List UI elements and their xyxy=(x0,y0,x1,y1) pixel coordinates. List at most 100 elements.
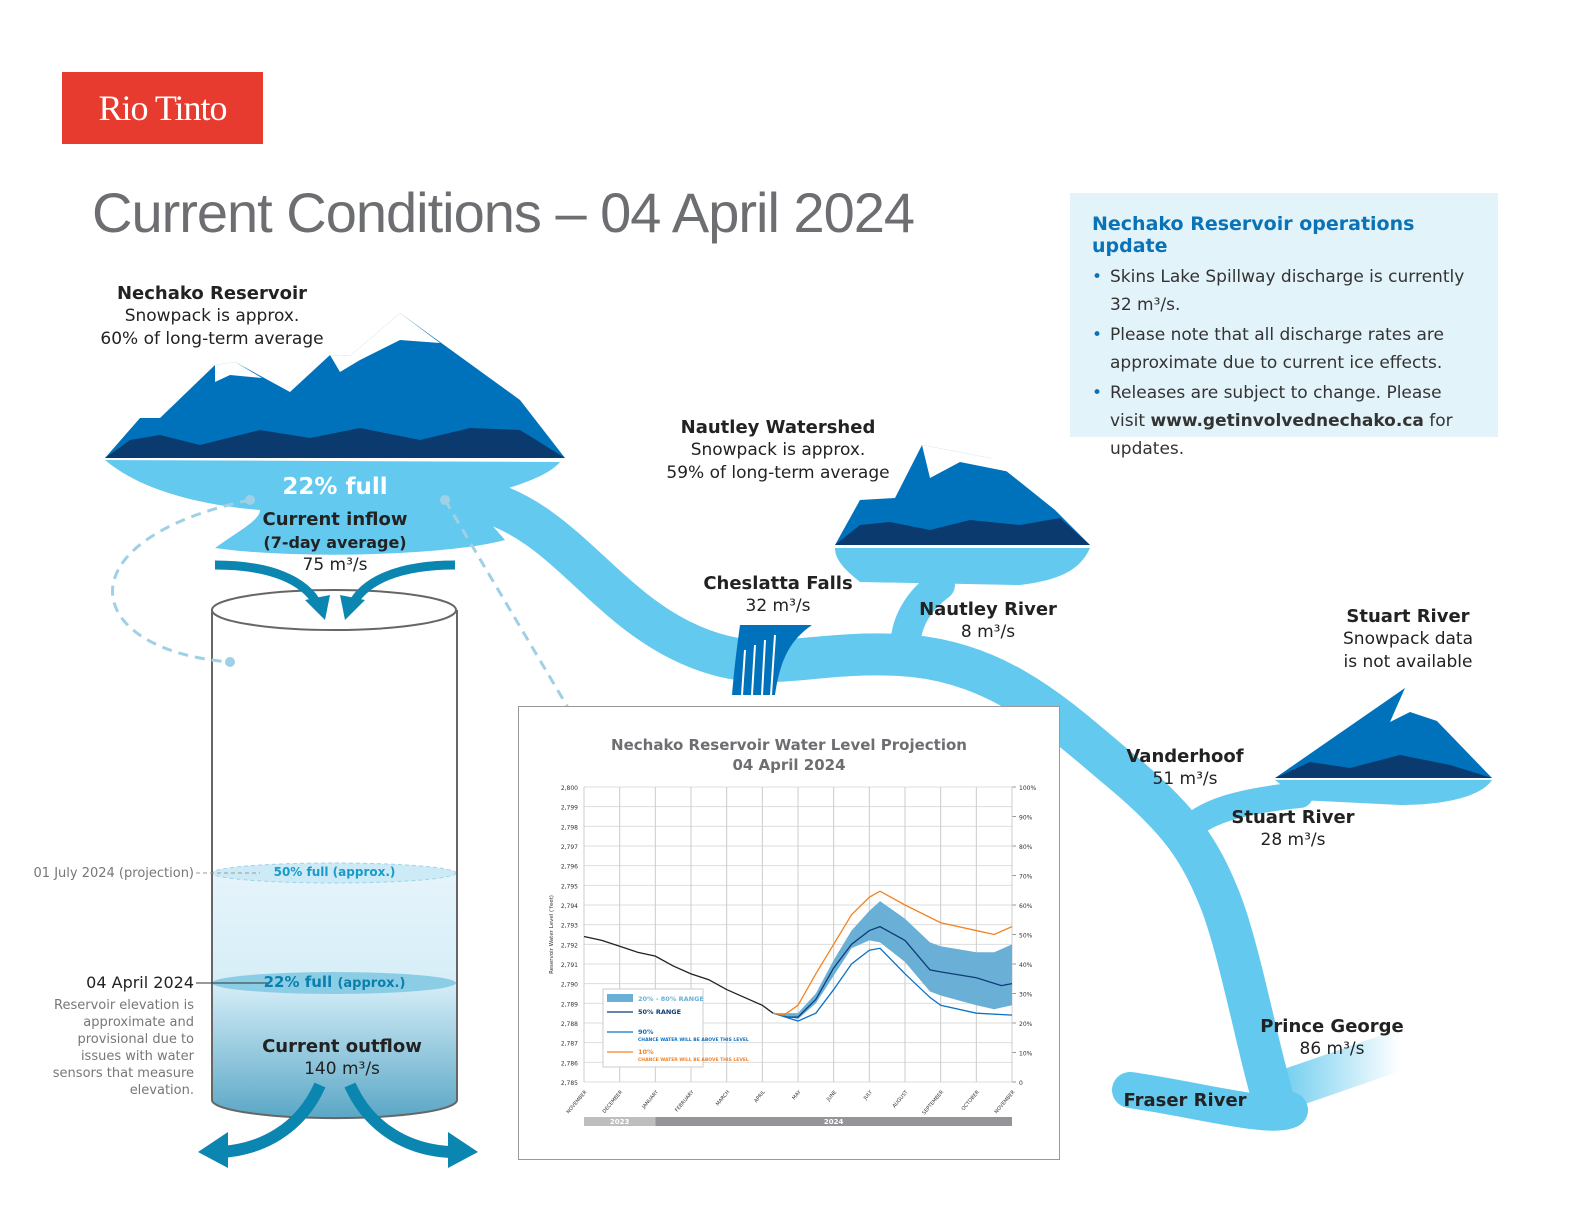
x-tick-label: OCTOBER xyxy=(961,1089,982,1112)
inflow-subtitle: (7-day average) xyxy=(263,533,407,552)
outflow-arrows-icon xyxy=(219,1082,451,1158)
location-name: Nautley River xyxy=(919,599,1057,620)
website-link[interactable]: www.getinvolvednechako.ca xyxy=(1150,411,1424,431)
update-item: Please note that all discharge rates are… xyxy=(1092,321,1476,377)
snowpack-line: Snowpack data xyxy=(1343,629,1473,649)
y-tick-label: 2,798 xyxy=(561,824,578,831)
projection-date-label: 01 July 2024 (projection) xyxy=(33,866,194,881)
legend-label: 10% xyxy=(638,1048,654,1056)
location-name: Vanderhoof xyxy=(1126,746,1244,767)
current-level-label: 22% full (approx.) xyxy=(212,973,457,991)
legend-desc: CHANCE WATER WILL BE ABOVE THIS LEVEL xyxy=(638,1037,749,1043)
x-tick-label: SEPTEMBER xyxy=(921,1089,945,1116)
y-tick-label: 2,791 xyxy=(561,962,578,969)
y-tick-label: 2,793 xyxy=(561,923,578,930)
chart-title: Nechako Reservoir Water Level Projection xyxy=(611,736,967,754)
inflow-value: 75 m³/s xyxy=(302,555,368,575)
reservoir-lake xyxy=(105,460,560,555)
y-axis-label: Reservoir Water Level (‘feet) xyxy=(549,895,555,974)
y2-tick-label: 30% xyxy=(1019,992,1033,999)
elevation-note: Reservoir elevation is approximate and p… xyxy=(52,998,194,1098)
y-tick-label: 2,789 xyxy=(561,1001,578,1008)
prince-george-label: Prince George 86 m³/s xyxy=(1252,1015,1412,1061)
x-tick-label: FEBRUARY xyxy=(674,1089,696,1114)
operations-update-panel: Nechako Reservoir operations update Skin… xyxy=(1070,193,1498,459)
x-tick-label: JUNE xyxy=(825,1089,838,1103)
series-line-50RANGE xyxy=(772,925,1013,1018)
y-tick-label: 2,795 xyxy=(561,883,578,890)
x-tick-label: NOVEMBER xyxy=(994,1089,1017,1115)
year-label: 2023 xyxy=(610,1118,630,1126)
legend-label: 20% - 80% RANGE xyxy=(638,995,704,1003)
legend-label: 50% RANGE xyxy=(638,1008,681,1016)
y-tick-label: 2,788 xyxy=(561,1021,578,1028)
snowpack-line: Snowpack is approx. xyxy=(124,306,300,326)
inflow-label: Current inflow (7-day average) 75 m³/s xyxy=(235,508,435,577)
location-name: Stuart River xyxy=(1231,807,1355,828)
x-tick-label: APRIL xyxy=(753,1089,767,1104)
inflow-title: Current inflow xyxy=(262,509,408,530)
outflow-label: Current outflow 140 m³/s xyxy=(232,1035,452,1081)
reservoir-mountain xyxy=(105,313,565,458)
x-tick-label: MAY xyxy=(791,1089,803,1102)
reservoir-full-percent: 22% full xyxy=(282,474,388,500)
range-band-20-80 xyxy=(773,901,1012,1020)
stuart-watershed-label: Stuart River Snowpack data is not availabl… xyxy=(1328,605,1488,674)
year-label: 2024 xyxy=(824,1118,844,1126)
water-level-chart-panel: Nechako Reservoir Water Level Projection… xyxy=(518,706,1060,1160)
y-tick-label: 2,790 xyxy=(561,982,578,989)
flow-value: 28 m³/s xyxy=(1260,830,1326,850)
cheslatta-label: Cheslatta Falls 32 m³/s xyxy=(698,572,858,618)
x-tick-label: MARCH xyxy=(715,1089,731,1107)
fraser-river-label: Fraser River xyxy=(1110,1089,1260,1112)
y-tick-label: 2,786 xyxy=(561,1060,578,1067)
y2-tick-label: 20% xyxy=(1019,1021,1033,1028)
y2-tick-label: 40% xyxy=(1019,962,1033,969)
y2-tick-label: 70% xyxy=(1019,874,1033,881)
legend-desc: CHANCE WATER WILL BE ABOVE THIS LEVEL xyxy=(638,1057,749,1063)
snowpack-line: 59% of long-term average xyxy=(666,463,890,483)
x-tick-label: NOVEMBER xyxy=(566,1089,589,1115)
outflow-value: 140 m³/s xyxy=(304,1059,380,1079)
y-tick-label: 2,787 xyxy=(561,1041,578,1048)
snowpack-line: 60% of long-term average xyxy=(100,329,324,349)
update-heading: Nechako Reservoir operations update xyxy=(1092,213,1415,257)
y-tick-label: 2,800 xyxy=(561,785,578,792)
x-tick-label: JANUARY xyxy=(641,1089,661,1111)
y2-tick-label: 10% xyxy=(1019,1051,1033,1058)
nautley-river-label: Nautley River 8 m³/s xyxy=(913,598,1063,644)
waterfall-icon xyxy=(732,625,812,696)
y-tick-label: 2,794 xyxy=(561,903,578,910)
snowpack-line: is not available xyxy=(1343,652,1473,672)
rio-tinto-logo: Rio Tinto xyxy=(62,72,263,144)
vanderhoof-label: Vanderhoof 51 m³/s xyxy=(1110,745,1260,791)
series-line-10 xyxy=(772,890,1013,1016)
x-tick-label: AUGUST xyxy=(892,1089,911,1110)
inflow-arrows-icon xyxy=(214,560,456,608)
water-level-chart: 2,785 2,786 2,787 2,788 2,789 2,790 2,791 2,792… xyxy=(549,785,1036,1126)
stuart-river-label: Stuart River 28 m³/s xyxy=(1218,806,1368,852)
watershed-name: Stuart River xyxy=(1346,606,1470,627)
callout-lines xyxy=(111,498,585,734)
update-item: Skins Lake Spillway discharge is current… xyxy=(1092,263,1476,319)
flow-value: 8 m³/s xyxy=(960,622,1016,642)
y-tick-label: 2,799 xyxy=(561,805,578,812)
flow-value: 32 m³/s xyxy=(745,596,811,616)
y2-tick-label: 80% xyxy=(1019,844,1033,851)
y2-tick-label: 60% xyxy=(1019,903,1033,910)
snowpack-line: Snowpack is approx. xyxy=(690,440,866,460)
chart-subtitle: 04 April 2024 xyxy=(732,756,846,774)
flow-value: 51 m³/s xyxy=(1152,769,1218,789)
page-title: Current Conditions – 04 April 2024 xyxy=(92,181,915,244)
y-tick-label: 2,792 xyxy=(561,942,578,949)
y2-tick-label: 0 xyxy=(1019,1080,1023,1087)
update-text: Releases are subject to change. Please v… xyxy=(1110,383,1442,431)
watershed-name: Nautley Watershed xyxy=(680,417,876,438)
y-tick-label: 2,797 xyxy=(561,844,578,851)
current-level: 22% full xyxy=(263,973,333,991)
flow-value: 86 m³/s xyxy=(1299,1039,1365,1059)
legend-label: 90% xyxy=(638,1028,654,1036)
y2-tick-label: 50% xyxy=(1019,933,1033,940)
y2-tick-label: 100% xyxy=(1019,785,1036,792)
